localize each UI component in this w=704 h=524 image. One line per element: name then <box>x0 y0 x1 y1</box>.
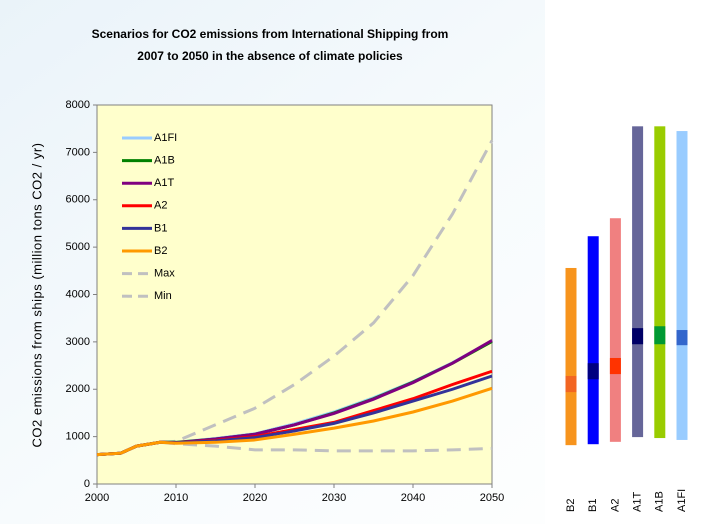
x-tick-label: 2010 <box>164 492 188 504</box>
range-marker <box>654 326 666 345</box>
legend-label: A1T <box>154 177 174 189</box>
range-bar <box>609 218 621 442</box>
series-line <box>96 386 493 457</box>
plot-area <box>96 104 493 485</box>
y-tick-label: 4000 <box>66 288 90 300</box>
x-tick-label: B1 <box>587 499 599 512</box>
x-tick-label: A1T <box>632 492 644 512</box>
legend-label: B1 <box>154 222 167 234</box>
y-tick-label: 0 <box>84 478 90 490</box>
range-bar <box>654 126 666 439</box>
y-tick-label: 6000 <box>66 194 90 206</box>
range-bar <box>676 131 688 440</box>
y-tick-label: 1000 <box>66 431 90 443</box>
legend-label: A1B <box>154 155 175 167</box>
series-line <box>96 139 494 457</box>
range-marker <box>609 357 621 375</box>
y-tick-label: 7000 <box>66 146 90 158</box>
x-tick-label: 2040 <box>401 492 425 504</box>
x-tick-label: A1FI <box>676 489 688 512</box>
y-axis-label: CO2 emissions from ships (million tons C… <box>29 142 44 447</box>
legend-label: B2 <box>154 245 167 257</box>
x-tick-label: A2 <box>609 499 621 512</box>
range-marker <box>632 328 644 345</box>
range-bar <box>632 126 644 438</box>
x-tick-label: 2050 <box>480 492 504 504</box>
legend-label: Max <box>154 268 175 280</box>
x-tick-label: A1B <box>654 491 666 512</box>
x-tick-label: 2020 <box>243 492 267 504</box>
range-bar <box>587 236 599 445</box>
legend-label: Min <box>154 290 172 302</box>
range-marker <box>587 363 599 380</box>
chart-title: Scenarios for CO2 emissions from Interna… <box>92 27 449 41</box>
range-marker <box>676 330 688 346</box>
y-tick-label: 8000 <box>66 99 90 111</box>
y-tick-label: 2000 <box>66 383 90 395</box>
y-tick-label: 5000 <box>66 241 90 253</box>
chart-subtitle: 2007 to 2050 in the absence of climate p… <box>137 49 403 63</box>
x-tick-label: 2000 <box>85 492 109 504</box>
series-line <box>96 440 493 457</box>
y-tick-label: 3000 <box>66 336 90 348</box>
legend-label: A2 <box>154 200 167 212</box>
x-tick-label: 2030 <box>322 492 346 504</box>
x-tick-label: B2 <box>565 499 577 512</box>
range-bar <box>565 267 577 446</box>
legend-label: A1FI <box>154 132 177 144</box>
range-marker <box>565 375 577 393</box>
